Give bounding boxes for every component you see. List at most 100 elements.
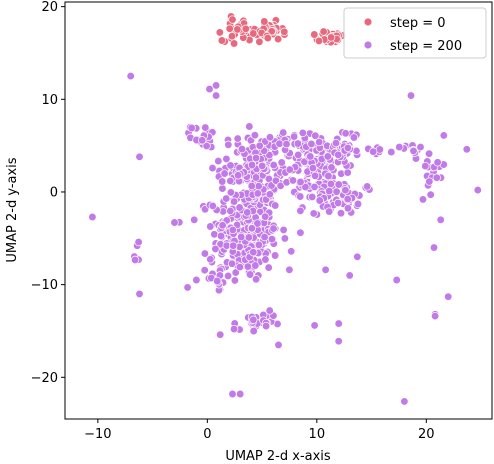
data-point-step-200 (170, 218, 179, 227)
data-point-step-200 (244, 233, 254, 242)
data-point-step-200 (200, 266, 209, 275)
data-point-step-200 (245, 122, 254, 131)
y-tick-label: 20 (41, 0, 58, 15)
data-point-step-200 (251, 153, 261, 163)
data-point-step-200 (226, 176, 235, 186)
data-point-step-200 (210, 230, 219, 239)
data-point-step-200 (334, 150, 343, 159)
data-point-step-0 (273, 34, 283, 44)
data-point-step-200 (190, 215, 199, 224)
data-point-step-200 (333, 198, 343, 208)
data-point-step-200 (327, 163, 336, 172)
data-point-step-200 (271, 176, 281, 185)
data-point-step-200 (220, 169, 229, 178)
x-tick-label: −10 (84, 427, 111, 442)
data-point-step-200 (222, 154, 231, 164)
data-point-step-200 (265, 190, 274, 199)
data-point-step-200 (255, 141, 264, 150)
data-point-step-200 (253, 219, 262, 228)
data-point-step-200 (260, 232, 269, 242)
data-point-step-200 (421, 161, 430, 171)
data-point-step-200 (265, 306, 274, 315)
y-tick-label: 10 (41, 93, 58, 108)
data-point-step-200 (296, 206, 305, 215)
data-point-step-200 (418, 195, 428, 204)
data-point-step-200 (270, 251, 280, 260)
data-point-step-200 (223, 271, 233, 281)
data-point-step-200 (296, 177, 305, 187)
data-point-step-200 (285, 165, 294, 174)
data-point-step-200 (341, 129, 350, 138)
data-point-step-200 (395, 142, 404, 152)
data-point-step-200 (307, 139, 316, 149)
data-point-step-200 (216, 330, 225, 339)
data-point-step-200 (343, 168, 352, 177)
data-point-step-200 (462, 145, 471, 154)
data-point-step-200 (343, 204, 353, 213)
data-point-step-200 (216, 231, 226, 241)
data-point-step-200 (392, 275, 401, 285)
data-point-step-200 (311, 131, 320, 140)
data-point-step-200 (126, 71, 135, 81)
data-point-step-200 (315, 196, 324, 205)
data-point-step-200 (229, 324, 239, 334)
data-point-step-200 (265, 150, 274, 160)
data-point-step-200 (261, 255, 270, 264)
data-point-step-200 (432, 173, 441, 182)
y-axis-ticks: −20 −10 0 10 20 (31, 0, 65, 386)
data-point-step-0 (215, 28, 224, 37)
data-point-step-200 (251, 173, 261, 182)
data-point-step-200 (227, 259, 237, 268)
legend-marker-step-0 (363, 17, 373, 27)
data-point-step-200 (206, 255, 215, 264)
data-point-step-200 (261, 212, 270, 221)
data-point-step-0 (241, 24, 250, 33)
data-point-step-200 (224, 140, 233, 149)
data-point-step-0 (314, 36, 324, 46)
data-point-step-200 (211, 81, 221, 90)
data-point-step-200 (192, 275, 201, 285)
data-point-step-200 (250, 131, 260, 140)
data-point-step-200 (343, 194, 352, 204)
data-point-step-200 (406, 91, 416, 100)
data-point-step-200 (293, 139, 303, 148)
data-point-step-200 (235, 262, 245, 272)
data-point-step-200 (251, 261, 260, 270)
data-point-step-200 (200, 249, 210, 258)
data-point-step-200 (214, 156, 223, 166)
data-point-step-200 (228, 389, 237, 399)
data-point-step-200 (287, 247, 296, 256)
data-point-step-200 (353, 199, 363, 209)
data-point-step-0 (227, 32, 237, 41)
data-point-step-200 (274, 340, 283, 350)
data-point-step-200 (135, 152, 144, 161)
data-point-step-200 (324, 171, 333, 181)
data-point-step-200 (254, 182, 263, 191)
data-point-step-200 (426, 190, 435, 199)
data-point-step-200 (369, 147, 378, 156)
data-point-step-200 (267, 235, 277, 244)
data-point-step-200 (425, 177, 434, 186)
data-point-step-200 (134, 237, 143, 247)
data-point-step-200 (387, 147, 396, 157)
data-point-step-200 (222, 194, 231, 203)
data-point-step-200 (334, 337, 343, 346)
data-point-step-200 (226, 206, 235, 216)
data-point-step-200 (306, 152, 315, 161)
data-point-step-200 (243, 208, 252, 217)
data-point-step-200 (202, 141, 211, 151)
data-point-step-200 (429, 243, 439, 252)
data-point-step-200 (253, 189, 262, 198)
data-point-step-200 (218, 184, 227, 193)
data-point-step-200 (326, 179, 336, 189)
data-point-step-200 (229, 241, 238, 250)
data-point-step-200 (424, 149, 434, 158)
data-point-step-200 (235, 203, 244, 212)
data-point-step-200 (218, 221, 227, 230)
data-point-step-200 (230, 276, 240, 285)
legend: step = 0 step = 200 (343, 7, 487, 59)
data-point-step-200 (294, 150, 303, 160)
data-point-step-200 (88, 212, 97, 222)
data-point-step-0 (225, 24, 234, 33)
x-tick-label: 20 (418, 427, 435, 442)
